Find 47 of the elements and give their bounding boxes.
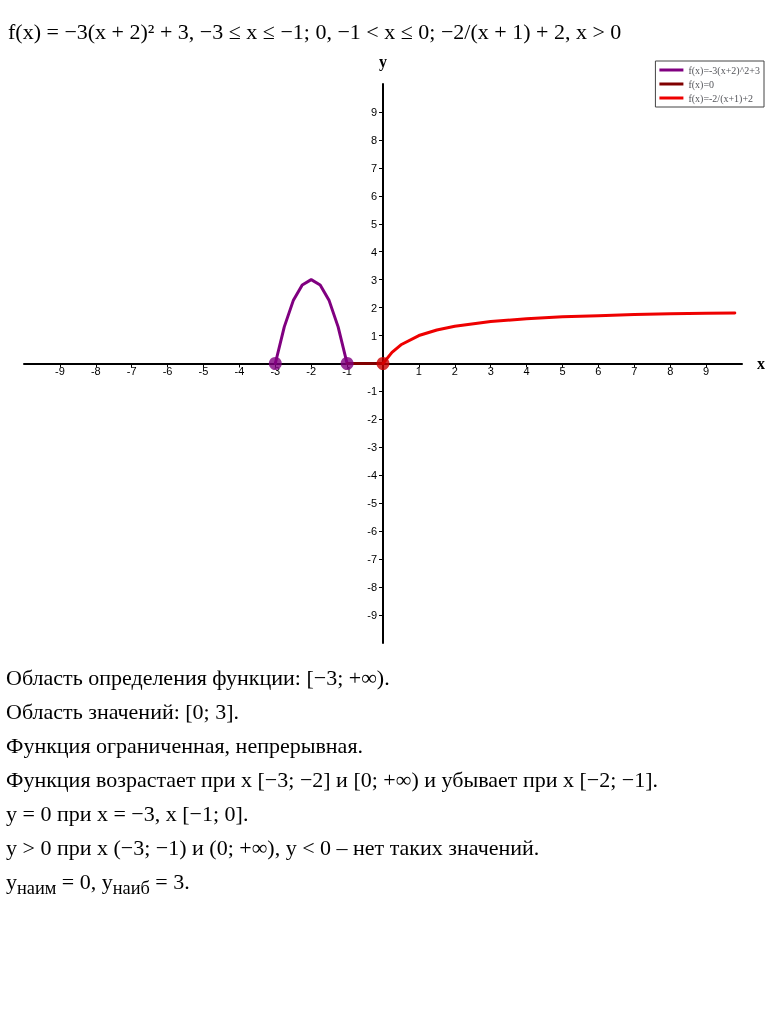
x-tick-label: 7: [631, 364, 638, 377]
y-tick-label: -5: [367, 496, 377, 509]
y-tick-label: 9: [370, 105, 377, 118]
y-tick-label: -7: [367, 552, 377, 565]
y-tick-label: -9: [367, 608, 377, 621]
y-axis-title: y: [379, 52, 387, 71]
x-tick-label: 1: [415, 364, 422, 377]
text: Область значений: [0; 3].: [6, 698, 241, 725]
x-tick-label: 2: [451, 364, 458, 377]
text: Функция ограниченная, непрерывная.: [6, 732, 364, 759]
y-tick-label: 3: [370, 273, 377, 286]
x-axis-title: x: [757, 354, 765, 372]
legend-label: f(x)=0: [688, 78, 715, 91]
legend-label: f(x)=-3(x+2)^2+3: [688, 64, 760, 77]
x-tick-label: 4: [523, 364, 530, 377]
x-tick-label: -6: [162, 364, 173, 377]
y-tick-label: 1: [370, 329, 377, 342]
x-tick-label: -7: [126, 364, 137, 377]
y-tick-label: 6: [370, 189, 377, 202]
y-tick-label: 8: [370, 133, 377, 146]
y-tick-label: -4: [367, 468, 377, 481]
y-tick-label: -1: [367, 385, 377, 398]
text: y$_{наим}$ = 0, y$_{наиб}$ = 3.: [6, 868, 191, 899]
y-tick-label: -8: [367, 580, 377, 593]
text: Функция возрастает при x [−3; −2] и [0; +∞) и убывает при x [−2; −1].: [6, 766, 660, 793]
legend-label: f(x)=-2/(x+1)+2: [688, 92, 754, 105]
x-tick-label: 5: [559, 364, 566, 377]
y-tick-label: 4: [370, 245, 377, 258]
text: y > 0 при x (−3; −1) и (0; +∞), y < 0 – нет таких значений.: [6, 834, 541, 861]
x-tick-label: -9: [55, 364, 65, 377]
y-tick-label: -6: [367, 524, 377, 537]
x-tick-label: -8: [90, 364, 101, 377]
text: y = 0 при x = −3, x [−1; 0].: [6, 800, 250, 827]
x-tick-label: -2: [306, 364, 317, 377]
y-tick-label: -3: [367, 440, 377, 453]
y-tick-label: 7: [370, 161, 377, 174]
y-tick-label: -2: [367, 412, 377, 425]
x-tick-label: -4: [234, 364, 245, 377]
text: Область определения функции: [−3; +∞).: [6, 664, 391, 691]
x-tick-label: 9: [703, 364, 710, 377]
x-tick-label: 6: [595, 364, 602, 377]
y-tick-label: 5: [370, 217, 377, 230]
x-tick-label: -5: [198, 364, 209, 377]
chart-title: f(x) = −3(x + 2)² + 3, −3 ≤ x ≤ −1; 0, −1 < x ≤ 0; −2/(x + 1) + 2, x > 0: [7, 18, 623, 46]
y-tick-label: 2: [370, 301, 377, 314]
x-tick-label: 8: [667, 364, 674, 377]
x-tick-label: 3: [487, 364, 494, 377]
